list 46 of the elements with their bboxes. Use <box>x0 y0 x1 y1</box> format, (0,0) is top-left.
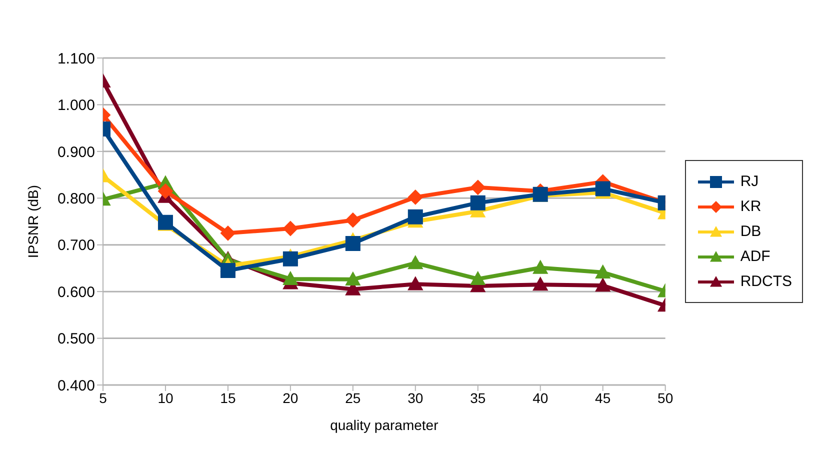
x-tick-label: 15 <box>220 390 236 406</box>
point <box>345 212 360 228</box>
point <box>532 277 548 291</box>
point <box>595 264 610 279</box>
point <box>595 181 610 196</box>
x-tick-label: 30 <box>408 390 424 406</box>
y-tick-label: 0.500 <box>57 330 95 348</box>
x-tick-label: 40 <box>532 390 548 406</box>
x-tick-label: 20 <box>282 390 298 406</box>
point <box>220 263 236 278</box>
legend-label: ADF <box>740 248 770 265</box>
x-tick-label: 5 <box>99 390 108 406</box>
point <box>408 276 423 290</box>
y-tick-label: 0.700 <box>57 237 95 254</box>
point <box>282 221 298 236</box>
y-tick-label: 0.900 <box>57 144 95 161</box>
legend-label: RJ <box>740 173 759 190</box>
point <box>470 195 486 210</box>
point <box>408 209 423 224</box>
y-tick-label: 0.400 <box>57 377 95 394</box>
x-axis-title: quality parameter <box>330 417 439 433</box>
x-tick-label: 10 <box>158 390 174 406</box>
point <box>158 184 173 199</box>
point <box>220 226 236 241</box>
legend-label: DB <box>740 223 762 240</box>
x-tick-label: 35 <box>470 390 486 406</box>
point <box>345 236 360 251</box>
legend-label: RDCTS <box>740 273 792 290</box>
point <box>470 180 486 195</box>
x-tick-label: 25 <box>345 390 361 406</box>
y-tick-label: 0.800 <box>57 190 95 208</box>
point <box>470 271 486 286</box>
y-axis-title: IPSNR (dB) <box>24 184 41 258</box>
point <box>282 251 298 266</box>
y-tick-label: 1.000 <box>57 97 95 114</box>
legend-label: KR <box>740 198 762 215</box>
point <box>532 260 548 274</box>
x-tick-label: 50 <box>658 390 674 406</box>
y-tick-label: 1.100 <box>57 50 95 68</box>
point <box>345 272 360 286</box>
x-tick-label: 45 <box>595 390 611 406</box>
point <box>282 271 298 286</box>
point <box>595 278 610 292</box>
point <box>408 190 423 205</box>
y-tick-label: 0.600 <box>57 284 95 301</box>
point <box>408 256 423 270</box>
